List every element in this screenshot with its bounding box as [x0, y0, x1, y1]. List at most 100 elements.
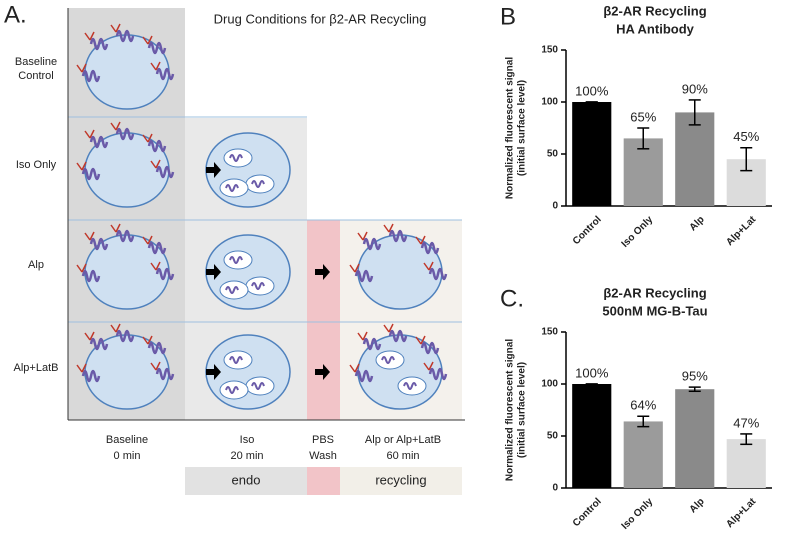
- row-label: Control: [18, 70, 53, 82]
- receptor: [362, 337, 382, 351]
- internal-receptor: [225, 386, 239, 394]
- receptor: [354, 369, 374, 383]
- chart-title: β2-AR Recycling: [603, 285, 706, 300]
- receptor: [155, 367, 175, 381]
- internal-receptor: [403, 382, 417, 390]
- value-label: 100%: [575, 83, 609, 98]
- receptor-tag: [76, 63, 87, 73]
- arrow: [315, 264, 330, 280]
- receptor: [420, 241, 440, 255]
- y-axis-label: Normalized fluorescent signal: [505, 339, 516, 481]
- receptor-tag: [110, 223, 121, 233]
- y-tick-label: 100: [541, 379, 558, 390]
- receptor-tag: [415, 335, 426, 345]
- receptor-tag: [110, 323, 121, 333]
- y-tick-label: 50: [547, 431, 559, 442]
- panel-title: Drug Conditions for β2-AR Recycling: [214, 11, 427, 26]
- receptor-tag: [150, 261, 161, 271]
- column-label: Baseline: [106, 434, 148, 446]
- receptor: [155, 165, 175, 179]
- value-label: 90%: [682, 81, 708, 96]
- x-tick-label: Alp: [688, 214, 707, 233]
- receptor: [147, 341, 167, 355]
- phase-endo: [185, 467, 307, 495]
- internal-receptor: [251, 382, 265, 390]
- value-label: 100%: [575, 365, 609, 380]
- receptor: [147, 241, 167, 255]
- error-bar: [688, 386, 701, 393]
- internal-receptor: [229, 256, 243, 264]
- arrow: [206, 364, 221, 380]
- x-tick-label: Control: [571, 496, 604, 529]
- receptor-tag: [76, 263, 87, 273]
- receptor-tag: [423, 261, 434, 271]
- value-label: 64%: [630, 398, 656, 413]
- receptor: [428, 367, 448, 381]
- column-label: 20 min: [230, 450, 263, 462]
- y-tick-label: 50: [547, 149, 559, 160]
- column-label: PBS: [312, 434, 334, 446]
- internal-receptor: [251, 180, 265, 188]
- internal-receptor: [229, 356, 243, 364]
- x-tick-label: Iso Only: [620, 496, 656, 532]
- receptor: [89, 337, 109, 351]
- chart-title: β2-AR Recycling: [603, 3, 706, 18]
- y-tick-label: 0: [552, 201, 558, 212]
- internal-receptor: [225, 184, 239, 192]
- receptor-tag: [76, 161, 87, 171]
- receptor-tag: [357, 231, 368, 241]
- error-bar: [637, 415, 650, 428]
- x-tick-label: Alp+Lat: [724, 496, 758, 530]
- receptor-tag: [150, 159, 161, 169]
- receptor-tag: [415, 235, 426, 245]
- receptor-tag: [142, 335, 153, 345]
- internal-receptor: [381, 356, 395, 364]
- receptor-tag: [84, 331, 95, 341]
- receptor: [81, 69, 101, 83]
- arrow: [206, 162, 221, 178]
- column-pbs: [307, 220, 340, 420]
- receptor-tag: [349, 263, 360, 273]
- x-tick-label: Control: [571, 214, 604, 247]
- row-label: Iso Only: [16, 159, 57, 171]
- internal-receptor: [229, 154, 243, 162]
- y-axis-label: (initial surface level): [517, 362, 528, 458]
- value-label: 95%: [682, 369, 708, 384]
- arrow: [315, 364, 330, 380]
- y-axis-label: Normalized fluorescent signal: [505, 57, 516, 199]
- receptor: [354, 269, 374, 283]
- receptor-tag: [76, 363, 87, 373]
- receptor-tag: [142, 133, 153, 143]
- column-label: 60 min: [386, 450, 419, 462]
- chart-subtitle: 500nM MG-B-Tau: [602, 303, 707, 318]
- receptor: [89, 37, 109, 51]
- receptor-tag: [110, 23, 121, 33]
- receptor-tag: [150, 361, 161, 371]
- error-bar: [740, 433, 753, 446]
- phase-wash: [307, 467, 340, 495]
- panel-label: B: [500, 3, 516, 30]
- receptor-tag: [357, 331, 368, 341]
- internal-receptor: [251, 282, 265, 290]
- panel-label: A.: [4, 1, 27, 28]
- bar: [572, 384, 612, 488]
- receptor: [115, 29, 135, 43]
- y-axis-label: (initial surface level): [517, 80, 528, 176]
- column-label: 0 min: [114, 450, 141, 462]
- column-label: Alp or Alp+LatB: [365, 434, 441, 446]
- y-tick-label: 100: [541, 97, 558, 108]
- receptor: [89, 135, 109, 149]
- receptor: [420, 341, 440, 355]
- receptor: [388, 329, 408, 343]
- phase-label: endo: [232, 472, 261, 487]
- arrow: [206, 264, 221, 280]
- column-label: Wash: [309, 450, 337, 462]
- x-tick-label: Iso Only: [620, 214, 656, 250]
- receptor: [81, 369, 101, 383]
- receptor: [388, 229, 408, 243]
- value-label: 47%: [733, 415, 759, 430]
- bar: [675, 389, 715, 488]
- bar: [623, 421, 663, 488]
- bar: [572, 102, 612, 206]
